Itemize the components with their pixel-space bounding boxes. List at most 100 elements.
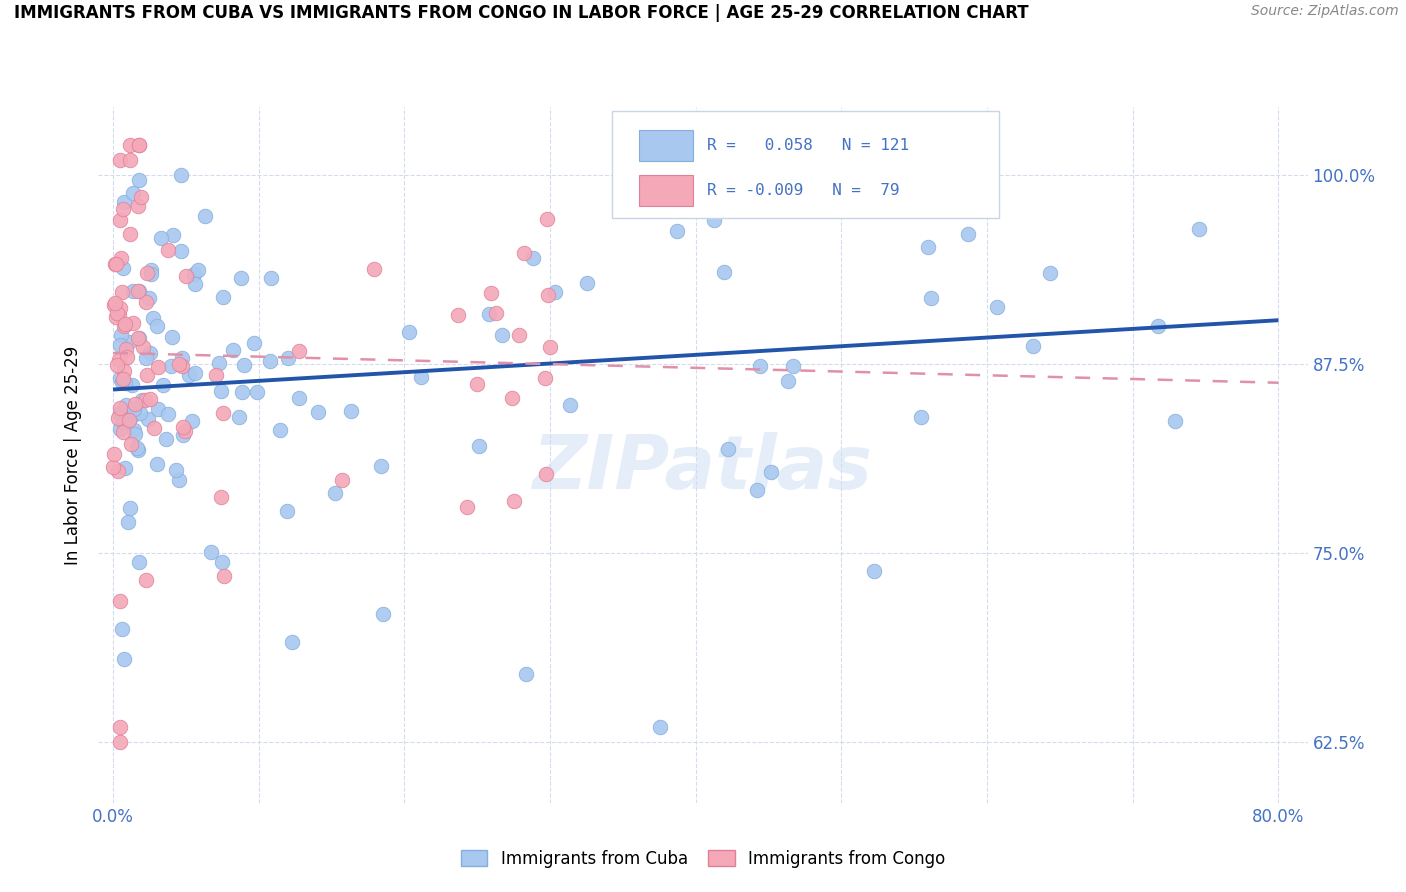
Point [118,137,141,152]
Point [508,327,530,342]
Point [187,263,209,277]
Point [515,667,537,681]
Point [107,464,129,478]
Point [155,432,177,446]
Point [409,369,432,384]
Point [167,357,190,371]
Point [129,190,152,204]
Point [110,285,132,299]
Point [108,309,131,323]
Point [112,194,135,209]
Point [747,483,769,497]
Point [1022,339,1045,353]
Point [156,243,179,257]
Point [212,290,235,304]
Point [108,352,131,367]
Point [162,228,184,243]
FancyBboxPatch shape [613,111,1000,219]
Point [110,251,132,265]
Point [135,573,157,587]
Point [136,368,159,382]
Point [110,213,132,227]
Point [122,284,145,298]
Point [956,227,979,241]
Point [145,319,167,334]
Point [910,410,932,425]
Point [124,405,146,419]
Point [478,307,501,321]
Point [108,594,131,608]
Point [110,406,132,420]
Text: R = -0.009   N =  79: R = -0.009 N = 79 [707,183,898,198]
Point [522,252,544,266]
Point [120,153,142,167]
Point [139,267,162,281]
Point [211,490,233,504]
Point [1039,266,1062,280]
Point [159,359,181,373]
Point [228,410,250,425]
Point [863,564,886,578]
Point [122,186,145,201]
Point [134,392,156,407]
Point [323,485,346,500]
Point [205,368,228,383]
Point [501,391,523,405]
Point [131,392,153,407]
Point [105,257,128,271]
Point [534,370,557,384]
Point [456,500,478,514]
Point [146,359,169,374]
Point [135,295,157,310]
Point [114,317,136,331]
Point [513,246,536,260]
Point [229,270,252,285]
Point [1146,319,1168,334]
Point [183,366,205,380]
Point [114,460,136,475]
Point [503,494,526,508]
Point [537,287,560,301]
Point [170,244,193,259]
Point [138,346,160,360]
FancyBboxPatch shape [638,175,693,206]
Point [128,284,150,298]
Point [363,261,385,276]
Point [243,336,266,351]
Point [138,291,160,305]
Point [111,202,134,216]
Point [776,374,799,388]
Point [110,735,132,749]
Point [112,364,135,378]
Point [111,375,134,389]
Point [184,277,207,292]
Point [146,402,169,417]
Point [170,168,193,182]
Point [259,354,281,368]
Point [986,300,1008,314]
Point [398,325,420,339]
Point [467,376,489,391]
Legend: Immigrants from Cuba, Immigrants from Congo: Immigrants from Cuba, Immigrants from Co… [454,843,952,874]
Point [183,267,205,281]
Point [128,555,150,569]
Point [538,340,561,354]
Point [491,327,513,342]
Point [112,372,135,386]
Point [110,422,132,436]
Point [200,545,222,559]
Point [120,437,142,451]
Point [128,137,150,152]
Point [260,271,283,285]
Point [713,265,735,279]
Point [121,378,143,392]
Point [145,457,167,471]
Point [127,331,149,345]
Y-axis label: In Labor Force | Age 25-29: In Labor Force | Age 25-29 [65,345,83,565]
Point [576,277,599,291]
Point [748,359,770,373]
Point [211,555,233,569]
Point [447,308,470,322]
Point [246,385,269,400]
Point [118,334,141,349]
